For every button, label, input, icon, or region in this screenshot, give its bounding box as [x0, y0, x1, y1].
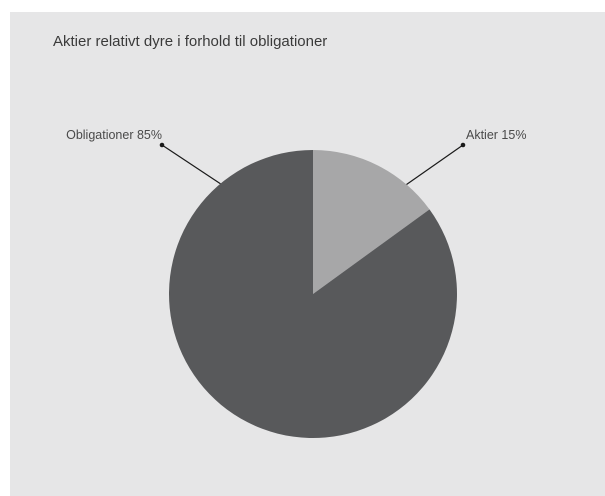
pie-slice — [313, 150, 430, 294]
pie-slice — [169, 149, 458, 438]
slice-label: Obligationer 85% — [66, 128, 162, 142]
chart-title: Aktier relativt dyre i forhold til oblig… — [53, 33, 328, 50]
leader-dot — [159, 142, 165, 148]
slice-labels: Aktier 15% Obligationer 85% — [66, 128, 526, 142]
leader-lines — [159, 142, 466, 185]
leader-line — [406, 144, 464, 185]
pie-slices — [169, 149, 458, 438]
leader-dot — [460, 142, 466, 148]
leader-line — [161, 144, 221, 185]
slice-label: Aktier 15% — [466, 128, 526, 142]
